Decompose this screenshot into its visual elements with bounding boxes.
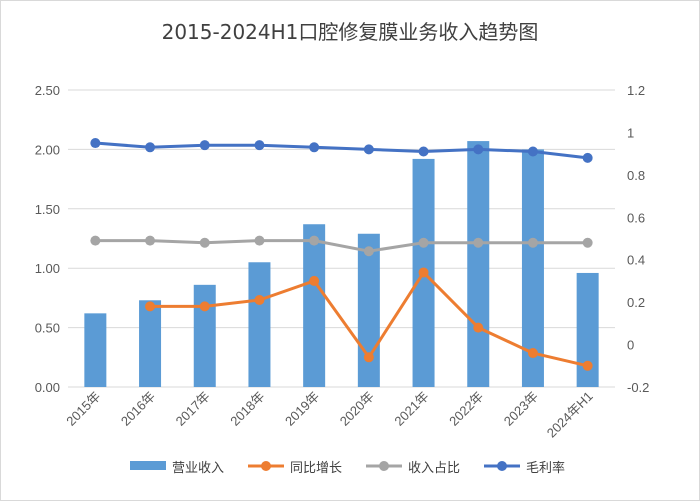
data-point: [254, 140, 265, 151]
data-point: [199, 301, 210, 312]
bar: [84, 313, 107, 387]
data-point: [363, 246, 374, 257]
right-axis: -0.2 0 0.2 0.4 0.6 0.8 1 1.2: [627, 83, 649, 395]
bar: [357, 233, 380, 387]
data-point: [418, 146, 429, 157]
left-axis: 0.00 0.50 1.00 1.50 2.00 2.50: [35, 83, 60, 395]
right-tick-label: 0.2: [627, 295, 645, 310]
right-tick-label: 0.8: [627, 168, 645, 183]
x-tick-label: 2018年: [227, 389, 267, 429]
bar: [139, 300, 162, 387]
legend-swatch: [130, 461, 166, 470]
legend-label: 收入占比: [408, 461, 460, 476]
x-tick-label: 2024年H1: [544, 389, 596, 441]
right-tick-label: -0.2: [627, 380, 649, 395]
legend: 营业收入 同比增长 收入占比 毛利率: [130, 460, 565, 476]
chart-title: 2015-2024H1口腔修复膜业务收入趋势图: [162, 20, 539, 44]
data-point: [90, 235, 101, 246]
legend-label: 同比增长: [290, 461, 342, 476]
left-tick-label: 0.00: [35, 380, 60, 395]
legend-label: 营业收入: [172, 461, 224, 476]
left-tick-label: 1.00: [35, 261, 60, 276]
right-tick-label: 1.2: [627, 83, 645, 98]
bar: [193, 284, 216, 387]
x-tick-label: 2020年: [337, 389, 377, 429]
line-series: [90, 138, 593, 371]
data-point: [473, 144, 484, 155]
data-point: [199, 140, 210, 151]
x-tick-label: 2023年: [501, 389, 541, 429]
bar: [303, 224, 326, 387]
data-point: [582, 360, 593, 371]
bar-series: [84, 141, 599, 387]
x-axis: 2015年 2016年 2017年 2018年 2019年 2020年 2021年 2022年…: [63, 389, 596, 441]
data-point: [309, 142, 320, 153]
data-point: [254, 235, 265, 246]
data-point: [145, 235, 156, 246]
data-point: [473, 322, 484, 333]
data-point: [527, 237, 538, 248]
data-point: [473, 237, 484, 248]
right-tick-label: 0.6: [627, 210, 645, 225]
data-point: [363, 144, 374, 155]
series-line: [93, 239, 590, 253]
data-point: [145, 301, 156, 312]
left-tick-label: 1.50: [35, 202, 60, 217]
bar: [521, 149, 544, 387]
data-point: [199, 237, 210, 248]
data-point: [90, 138, 101, 149]
right-tick-label: 0: [627, 338, 634, 353]
data-point: [582, 152, 593, 163]
x-tick-label: 2022年: [446, 389, 486, 429]
series-line: [93, 141, 590, 160]
data-point: [527, 348, 538, 359]
legend-marker: [261, 461, 271, 471]
data-point: [418, 237, 429, 248]
x-tick-label: 2017年: [173, 389, 213, 429]
legend-label: 毛利率: [526, 460, 565, 476]
x-tick-label: 2015年: [63, 389, 103, 429]
left-tick-label: 2.50: [35, 83, 60, 98]
x-tick-label: 2021年: [391, 389, 431, 429]
data-point: [582, 237, 593, 248]
right-tick-label: 1: [627, 125, 634, 140]
left-tick-label: 2.00: [35, 142, 60, 157]
data-point: [254, 295, 265, 306]
legend-marker: [379, 461, 389, 471]
x-tick-label: 2016年: [118, 389, 158, 429]
left-tick-label: 0.50: [35, 321, 60, 336]
right-tick-label: 0.4: [627, 253, 645, 268]
x-tick-label: 2019年: [282, 389, 322, 429]
legend-marker: [497, 461, 507, 471]
data-point: [527, 146, 538, 157]
data-point: [363, 352, 374, 363]
bar: [576, 272, 599, 387]
data-point: [418, 267, 429, 278]
data-point: [145, 142, 156, 153]
data-point: [309, 235, 320, 246]
bar: [467, 141, 490, 387]
bar: [248, 262, 271, 387]
data-point: [309, 275, 320, 286]
